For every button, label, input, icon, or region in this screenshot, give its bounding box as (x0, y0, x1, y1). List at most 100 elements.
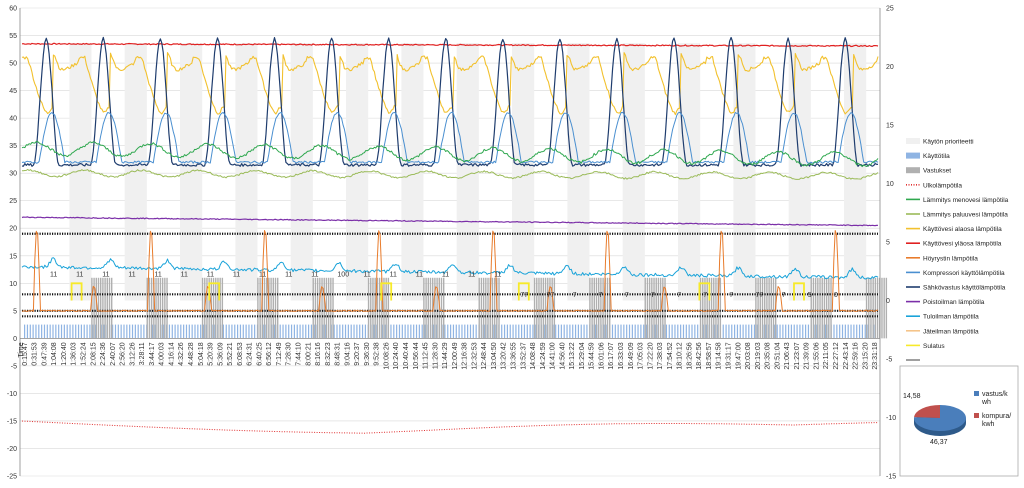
kayttotila-bar (418, 324, 420, 339)
x-tick-label: 1:52:24 (81, 342, 88, 365)
x-tick-label: 0:15:47 (22, 342, 29, 365)
vastukset-bar (148, 277, 151, 339)
kayttotila-bar (407, 324, 409, 339)
kayttotila-bar (858, 324, 861, 339)
kayttotila-bar (796, 324, 798, 339)
kayttotila-bar (569, 324, 571, 339)
series-line (21, 42, 879, 48)
kayttotila-bar (339, 324, 341, 339)
priority-band (512, 43, 535, 301)
kayttotila-bar (103, 324, 105, 339)
y-left-tick-label: 50 (9, 61, 17, 68)
kayttotila-bar (631, 324, 633, 339)
kayttotila-bar (288, 324, 290, 339)
x-tick-label: 11:12:45 (423, 342, 430, 369)
x-tick-label: 3:28:11 (139, 342, 146, 365)
x-tick-label: 14:08:48 (530, 342, 537, 369)
kayttotila-bar (853, 324, 855, 339)
vastukset-bar (812, 277, 815, 339)
kayttotila-bar (611, 324, 614, 339)
series-line (21, 420, 879, 434)
kayttotila-bar (523, 324, 526, 339)
x-tick-label: 16:49:09 (628, 342, 635, 369)
x-tick-label: 4:48:28 (188, 342, 195, 365)
kayttotila-bar (748, 324, 750, 339)
vastukset-bar (600, 277, 602, 339)
x-tick-label: 10:56:44 (413, 342, 420, 369)
kayttotila-bar (671, 324, 673, 339)
kayttotila-bar (665, 324, 668, 339)
x-tick-label: 2:40:07 (110, 342, 117, 365)
x-tick-label: 2:08:15 (90, 342, 97, 365)
x-tick-label: 5:52:21 (227, 342, 234, 365)
x-tick-label: 1:04:08 (51, 342, 58, 365)
kayttotila-bar (404, 324, 406, 339)
kayttotila-bar (126, 324, 128, 339)
priority-band (844, 43, 867, 301)
kayttotila-bar (424, 324, 426, 339)
vastukset-bar (870, 277, 872, 339)
legend-label: Tuloilman lämpötila (923, 314, 979, 321)
point-label: 11 (207, 272, 214, 279)
kayttotila-bar (583, 324, 585, 339)
kayttotila-bar (637, 324, 639, 339)
x-tick-label: 23:31:18 (872, 342, 879, 369)
y-right-tick-label: -5 (886, 357, 892, 364)
kayttotila-bar (785, 324, 787, 339)
x-tick-label: 10:08:26 (383, 342, 390, 369)
vastukset-bar (208, 277, 210, 339)
kayttotila-bar (191, 324, 193, 339)
x-tick-label: 18:10:12 (677, 342, 684, 369)
point-label: 11 (50, 272, 57, 279)
point-label: 11 (259, 272, 266, 279)
kayttotila-bar (393, 324, 395, 339)
kayttotila-bar (151, 324, 153, 339)
vastukset-bar (648, 277, 651, 339)
kayttotila-bar (310, 324, 313, 339)
kayttotila-bar (492, 324, 494, 339)
kayttotila-bar (663, 324, 665, 339)
vastukset-bar (381, 277, 383, 339)
y-left-tick-label: 30 (9, 171, 17, 178)
vastukset-bar (106, 277, 108, 339)
kayttotila-bar (361, 324, 364, 339)
legend-symbol (906, 138, 920, 144)
y-right-tick-label: -15 (886, 474, 896, 481)
vastukset-bar (766, 277, 768, 339)
point-label: 11 (442, 272, 449, 279)
kayttotila-bar (521, 324, 523, 339)
kayttotila-bar (129, 324, 131, 339)
vastukset-bar (715, 277, 717, 339)
x-tick-label: 13:20:42 (501, 342, 508, 369)
vastukset-bar (814, 277, 817, 339)
point-label: 11 (416, 272, 423, 279)
kayttotila-bar (518, 324, 520, 339)
kayttotila-bar (688, 324, 690, 339)
kayttotila-bar (756, 324, 758, 339)
y-left-tick-label: 15 (9, 253, 17, 260)
vastukset-bar (868, 277, 870, 339)
kayttotila-bar (75, 324, 77, 339)
priority-band (678, 43, 701, 301)
kayttotila-bar (163, 324, 165, 339)
vastukset-bar (261, 277, 263, 339)
vastukset-bar (325, 277, 328, 339)
x-tick-label: 8:00:21 (305, 342, 312, 365)
kayttotila-bar (77, 324, 80, 339)
x-tick-label: 4:16:14 (168, 342, 175, 365)
kayttotila-bar (154, 324, 156, 339)
vastukset-bar (657, 277, 660, 339)
vastukset-bar (755, 277, 757, 339)
vastukset-bar (874, 277, 877, 339)
vastukset-bar (383, 277, 385, 339)
point-label: 7 (599, 292, 603, 299)
x-tick-label: 9:52:38 (374, 342, 381, 365)
vastukset-bar (493, 277, 496, 339)
vastukset-bar (423, 277, 425, 339)
legend-label: Kompressori käyttölämpötila (923, 270, 1005, 277)
kayttotila-bar (787, 324, 790, 339)
kayttotila-bar (171, 324, 173, 339)
legend-label: Vastukset (923, 168, 951, 175)
x-tick-label: 7:28:30 (286, 342, 293, 365)
